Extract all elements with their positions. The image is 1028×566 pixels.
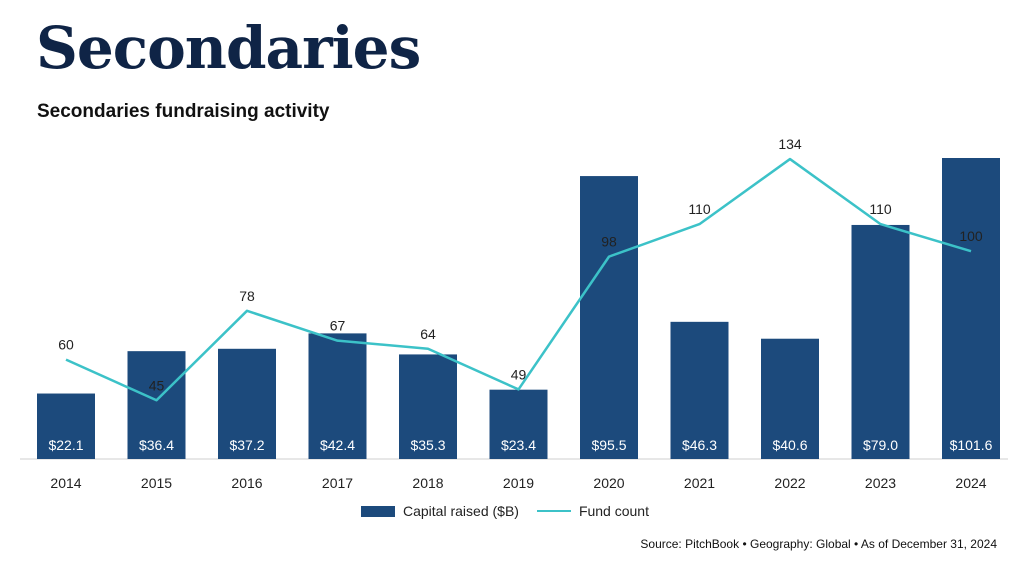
legend-item-fund-count: Fund count [536,503,649,519]
legend-label-capital: Capital raised ($B) [403,503,519,519]
bar-value-label-2022: $40.6 [772,437,807,453]
bar-value-label-2018: $35.3 [410,437,445,453]
bar-2024 [942,158,1000,459]
legend-swatch-bar [361,505,395,517]
bar-value-label-2017: $42.4 [320,437,355,453]
x-tick-label-2024: 2024 [955,475,986,491]
fund-count-label-2022: 134 [778,136,802,152]
fund-count-label-2015: 45 [149,377,165,393]
fund-count-label-2018: 64 [420,326,436,342]
fund-count-label-2021: 110 [688,201,711,217]
x-tick-label-2023: 2023 [865,475,896,491]
bar-2015 [127,351,186,459]
bar-value-label-2016: $37.2 [229,437,264,453]
legend-item-capital: Capital raised ($B) [361,503,519,519]
bar-2017 [308,333,367,459]
fund-count-label-2024: 100 [959,228,983,244]
x-tick-label-2014: 2014 [50,475,81,491]
fund-count-label-2017: 67 [330,318,346,334]
legend-label-fund-count: Fund count [578,503,649,519]
bar-2018 [399,354,457,459]
x-tick-label-2020: 2020 [593,475,624,491]
fund-count-label-2020: 98 [601,234,617,250]
bar-2022 [761,338,819,459]
bars-layer [37,158,1000,460]
bar-value-label-2015: $36.4 [139,437,174,453]
bar-value-label-2019: $23.4 [501,437,536,453]
page-title: Secondaries [36,14,421,82]
x-tick-label-2016: 2016 [231,475,262,491]
legend-swatch-line [536,510,571,512]
bar-value-label-2020: $95.5 [591,437,626,453]
x-tick-label-2021: 2021 [684,475,715,491]
fund-count-label-2023: 110 [869,201,892,217]
fund-count-line [65,157,972,402]
bar-2019 [489,389,548,459]
x-tick-label-2022: 2022 [774,475,805,491]
bar-value-label-2024: $101.6 [950,437,993,453]
bar-value-label-2014: $22.1 [48,437,83,453]
bar-2021 [670,321,729,459]
labels-layer: $22.1 2014 $36.4 2015 $37.2 2016 $42.4 2017 $35.… [48,136,992,491]
x-tick-label-2017: 2017 [322,475,353,491]
bar-2016 [218,348,276,459]
x-tick-label-2015: 2015 [141,475,172,491]
x-tick-label-2019: 2019 [503,475,534,491]
bar-2020 [580,176,638,460]
source-note: Source: PitchBook • Geography: Global • … [640,537,997,551]
legend: Capital raised ($B) Fund count [0,503,1028,519]
x-tick-label-2018: 2018 [412,475,443,491]
fund-count-label-2016: 78 [239,288,255,304]
bar-value-label-2023: $79.0 [863,437,898,453]
fund-count-label-2014: 60 [58,337,74,353]
chart-subtitle: Secondaries fundraising activity [37,101,330,122]
bar-2014 [37,393,95,459]
line-layer [65,157,972,402]
bar-2023 [851,224,910,459]
bar-value-label-2021: $46.3 [682,437,717,453]
fund-count-label-2019: 49 [511,366,527,382]
